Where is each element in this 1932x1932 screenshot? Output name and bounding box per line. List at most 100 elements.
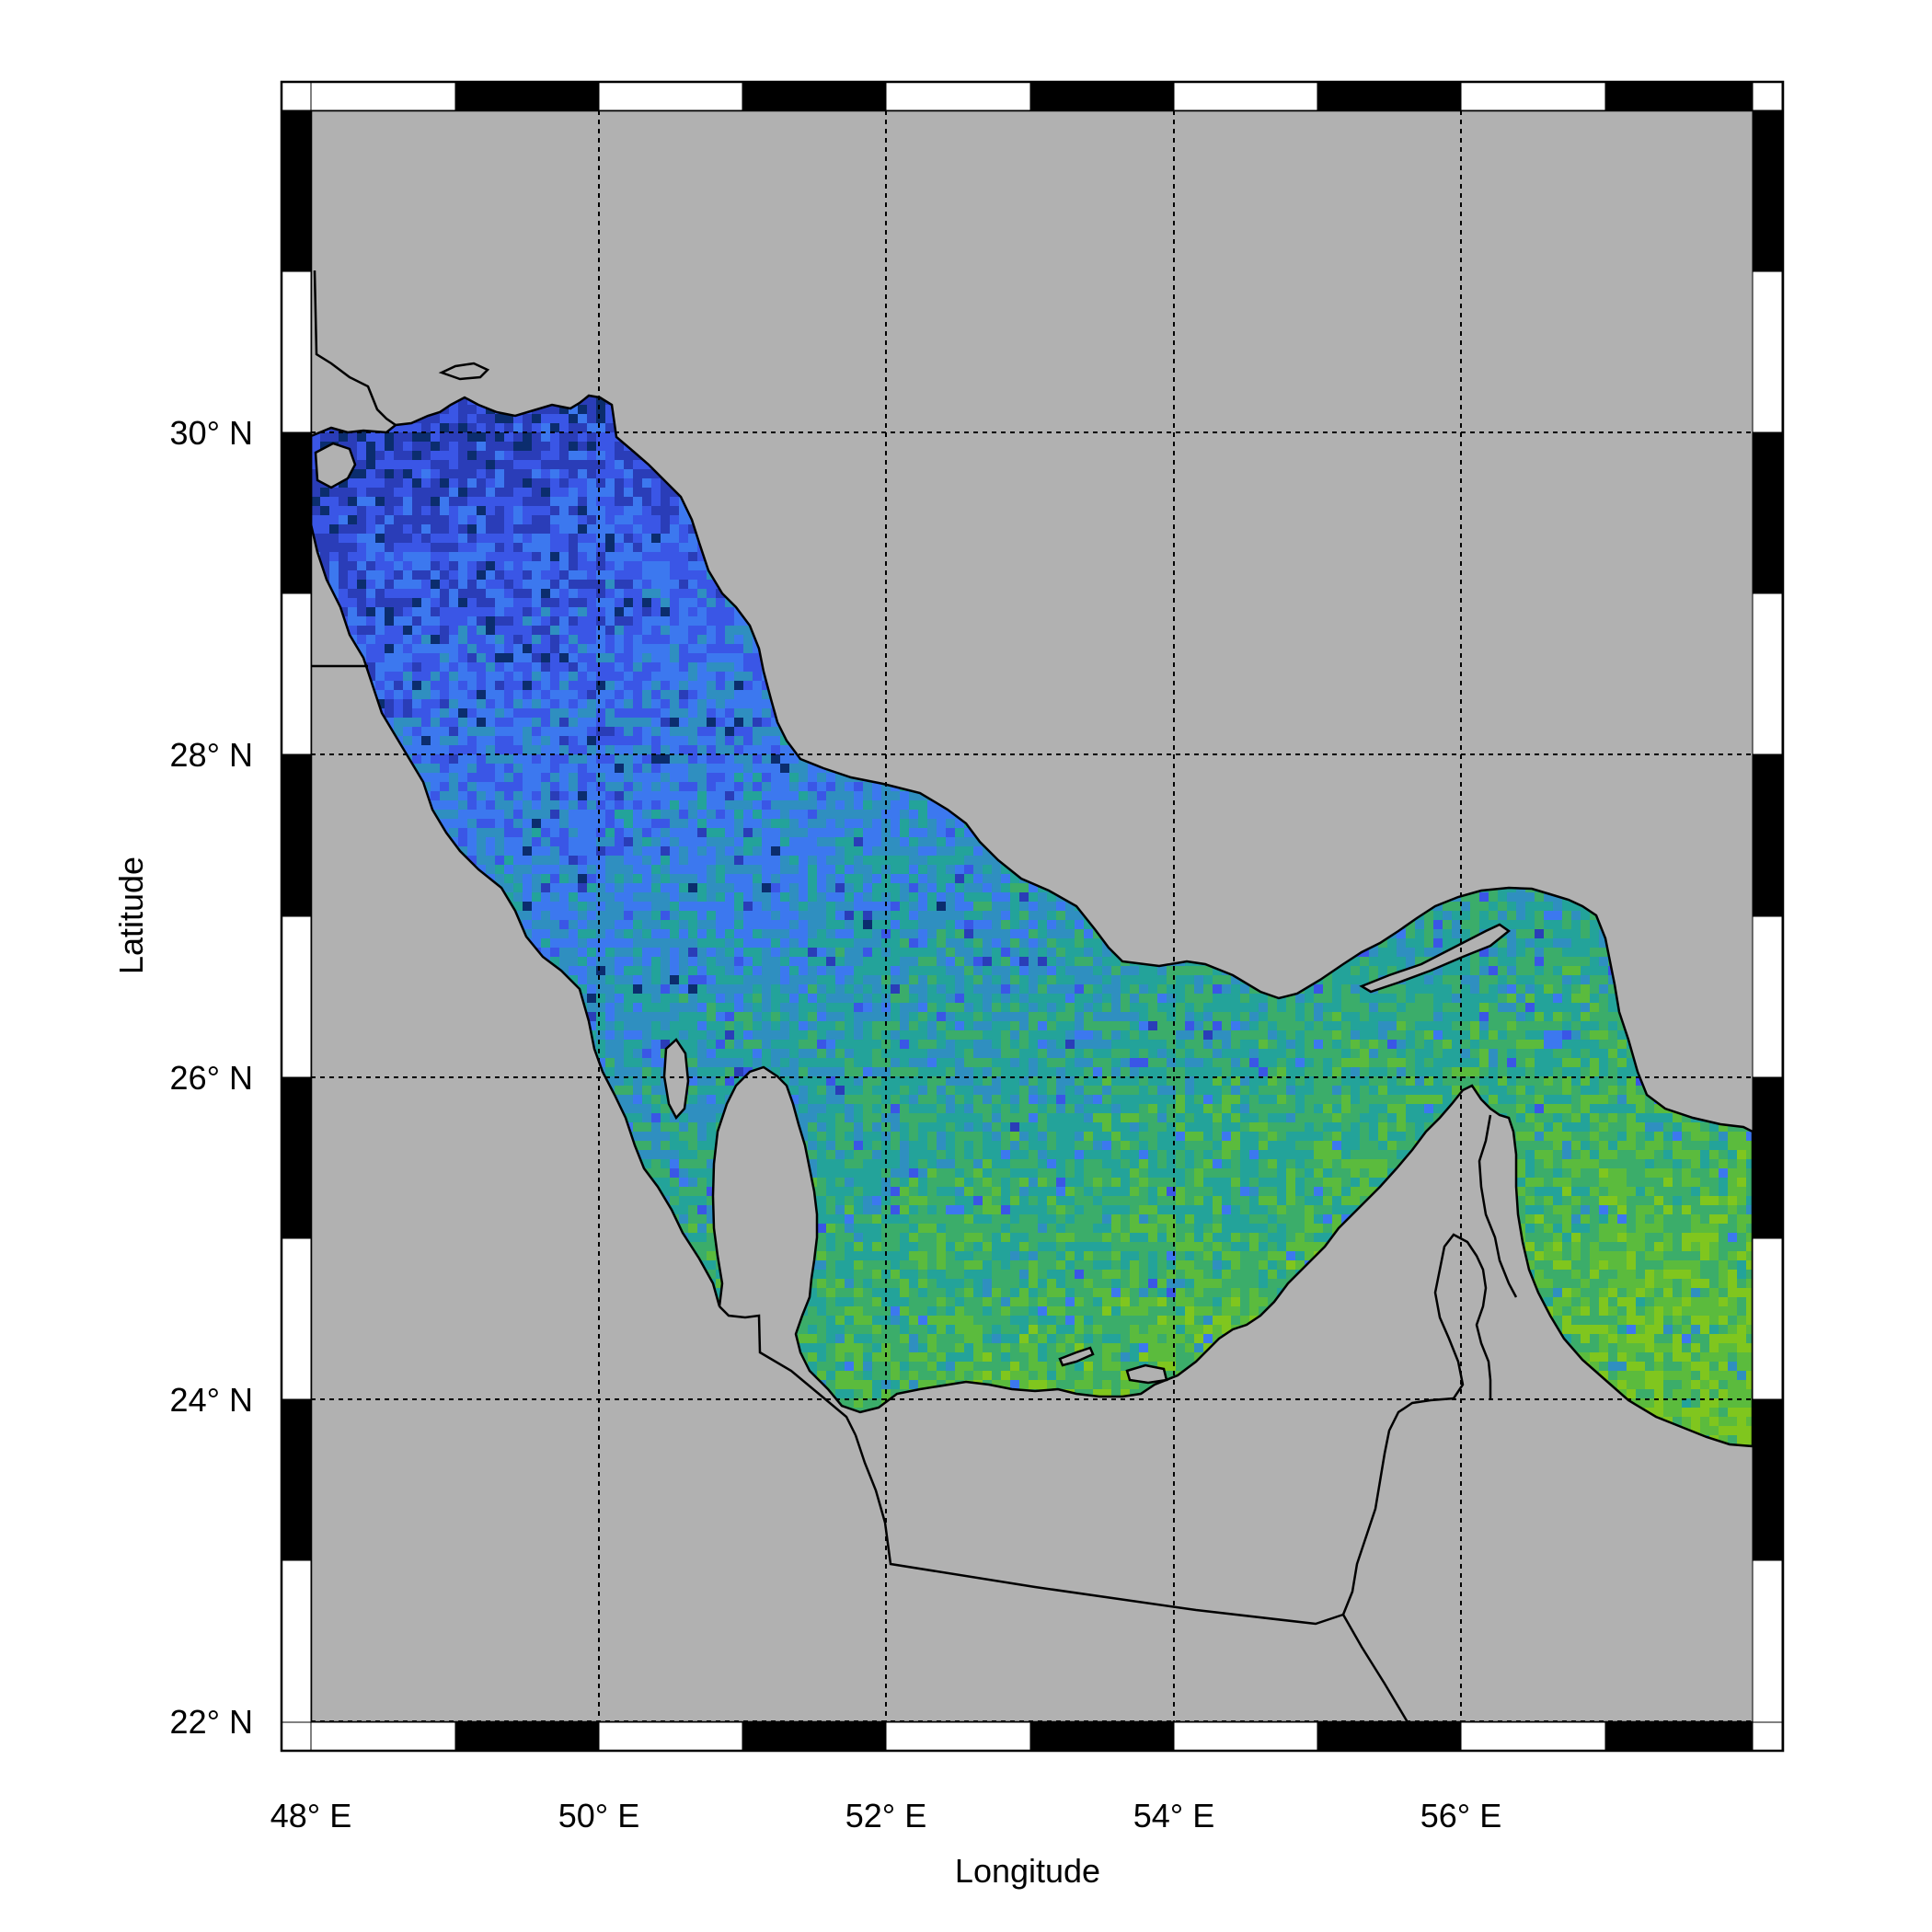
data-cell: [624, 635, 634, 645]
data-cell: [615, 442, 625, 452]
data-cell: [605, 534, 615, 544]
data-cell: [541, 607, 551, 617]
data-cell: [421, 442, 431, 452]
data-cell: [523, 589, 533, 599]
data-cell: [504, 552, 514, 562]
data-cell: [504, 478, 514, 489]
data-cell: [348, 534, 358, 544]
data-cell: [458, 414, 468, 424]
data-cell: [559, 570, 569, 581]
data-cell: [421, 561, 431, 571]
data-cell: [605, 469, 615, 479]
data-cell: [578, 515, 588, 525]
data-cell: [421, 469, 431, 479]
data-cell: [661, 626, 671, 636]
data-cell: [523, 607, 533, 617]
data-cell: [320, 488, 330, 498]
data-cell: [578, 580, 588, 590]
data-cell: [670, 598, 680, 608]
data-cell: [421, 451, 431, 461]
data-cell: [421, 598, 431, 608]
data-cell: [495, 616, 505, 627]
data-cell: [495, 469, 505, 479]
data-cell: [504, 589, 514, 599]
data-cell: [440, 488, 450, 498]
data-cell: [412, 552, 422, 562]
data-cell: [624, 543, 634, 553]
data-cell: [523, 451, 533, 461]
data-cell: [688, 580, 698, 590]
data-cell: [495, 580, 505, 590]
data-cell: [697, 598, 707, 608]
data-cell: [550, 478, 560, 489]
data-cell: [532, 442, 542, 452]
data-cell: [375, 460, 385, 470]
data-cell: [633, 497, 643, 507]
data-cell: [596, 580, 606, 590]
data-cell: [403, 607, 413, 617]
data-cell: [421, 616, 431, 627]
data-cell: [550, 497, 560, 507]
data-cell: [449, 580, 459, 590]
data-cell: [532, 561, 542, 571]
data-cell: [661, 506, 671, 516]
data-cell: [633, 524, 643, 535]
data-cell: [467, 515, 477, 525]
data-cell: [385, 515, 395, 525]
data-cell: [486, 506, 496, 516]
data-cell: [578, 626, 588, 636]
data-cell: [504, 635, 514, 645]
data-cell: [339, 497, 349, 507]
data-cell: [513, 497, 523, 507]
data-cell: [605, 506, 615, 516]
data-cell: [513, 442, 523, 452]
data-cell: [440, 506, 450, 516]
data-cell: [375, 524, 385, 535]
data-cell: [615, 478, 625, 489]
data-cell: [486, 543, 496, 553]
data-cell: [587, 506, 597, 516]
data-cell: [587, 598, 597, 608]
data-cell: [569, 589, 579, 599]
data-cell: [421, 580, 431, 590]
data-cell: [596, 423, 606, 433]
data-cell: [421, 626, 431, 636]
data-cell: [504, 460, 514, 470]
data-cell: [357, 616, 367, 627]
data-cell: [532, 506, 542, 516]
data-cell: [605, 488, 615, 498]
data-cell: [403, 534, 413, 544]
data-cell: [394, 497, 404, 507]
data-cell: [403, 598, 413, 608]
data-cell: [569, 478, 579, 489]
data-cell: [661, 497, 671, 507]
data-cell: [348, 580, 358, 590]
data-cell: [385, 524, 395, 535]
data-cell: [642, 589, 652, 599]
data-cell: [541, 561, 551, 571]
data-cell: [633, 543, 643, 553]
data-cell: [403, 469, 413, 479]
data-cell: [458, 635, 468, 645]
data-cell: [532, 469, 542, 479]
data-cell: [458, 561, 468, 571]
data-cell: [449, 478, 459, 489]
data-cell: [569, 405, 579, 415]
data-cell: [458, 442, 468, 452]
data-cell: [569, 442, 579, 452]
data-cell: [449, 515, 459, 525]
data-cell: [449, 524, 459, 535]
data-cell: [357, 580, 367, 590]
data-cell: [339, 543, 349, 553]
data-cell: [449, 552, 459, 562]
data-cell: [467, 524, 477, 535]
data-cell: [394, 432, 404, 443]
data-cell: [596, 635, 606, 645]
data-cell: [504, 451, 514, 461]
data-cell: [513, 607, 523, 617]
data-cell: [403, 432, 413, 443]
data-cell: [642, 497, 652, 507]
data-cell: [403, 626, 413, 636]
data-cell: [651, 515, 661, 525]
